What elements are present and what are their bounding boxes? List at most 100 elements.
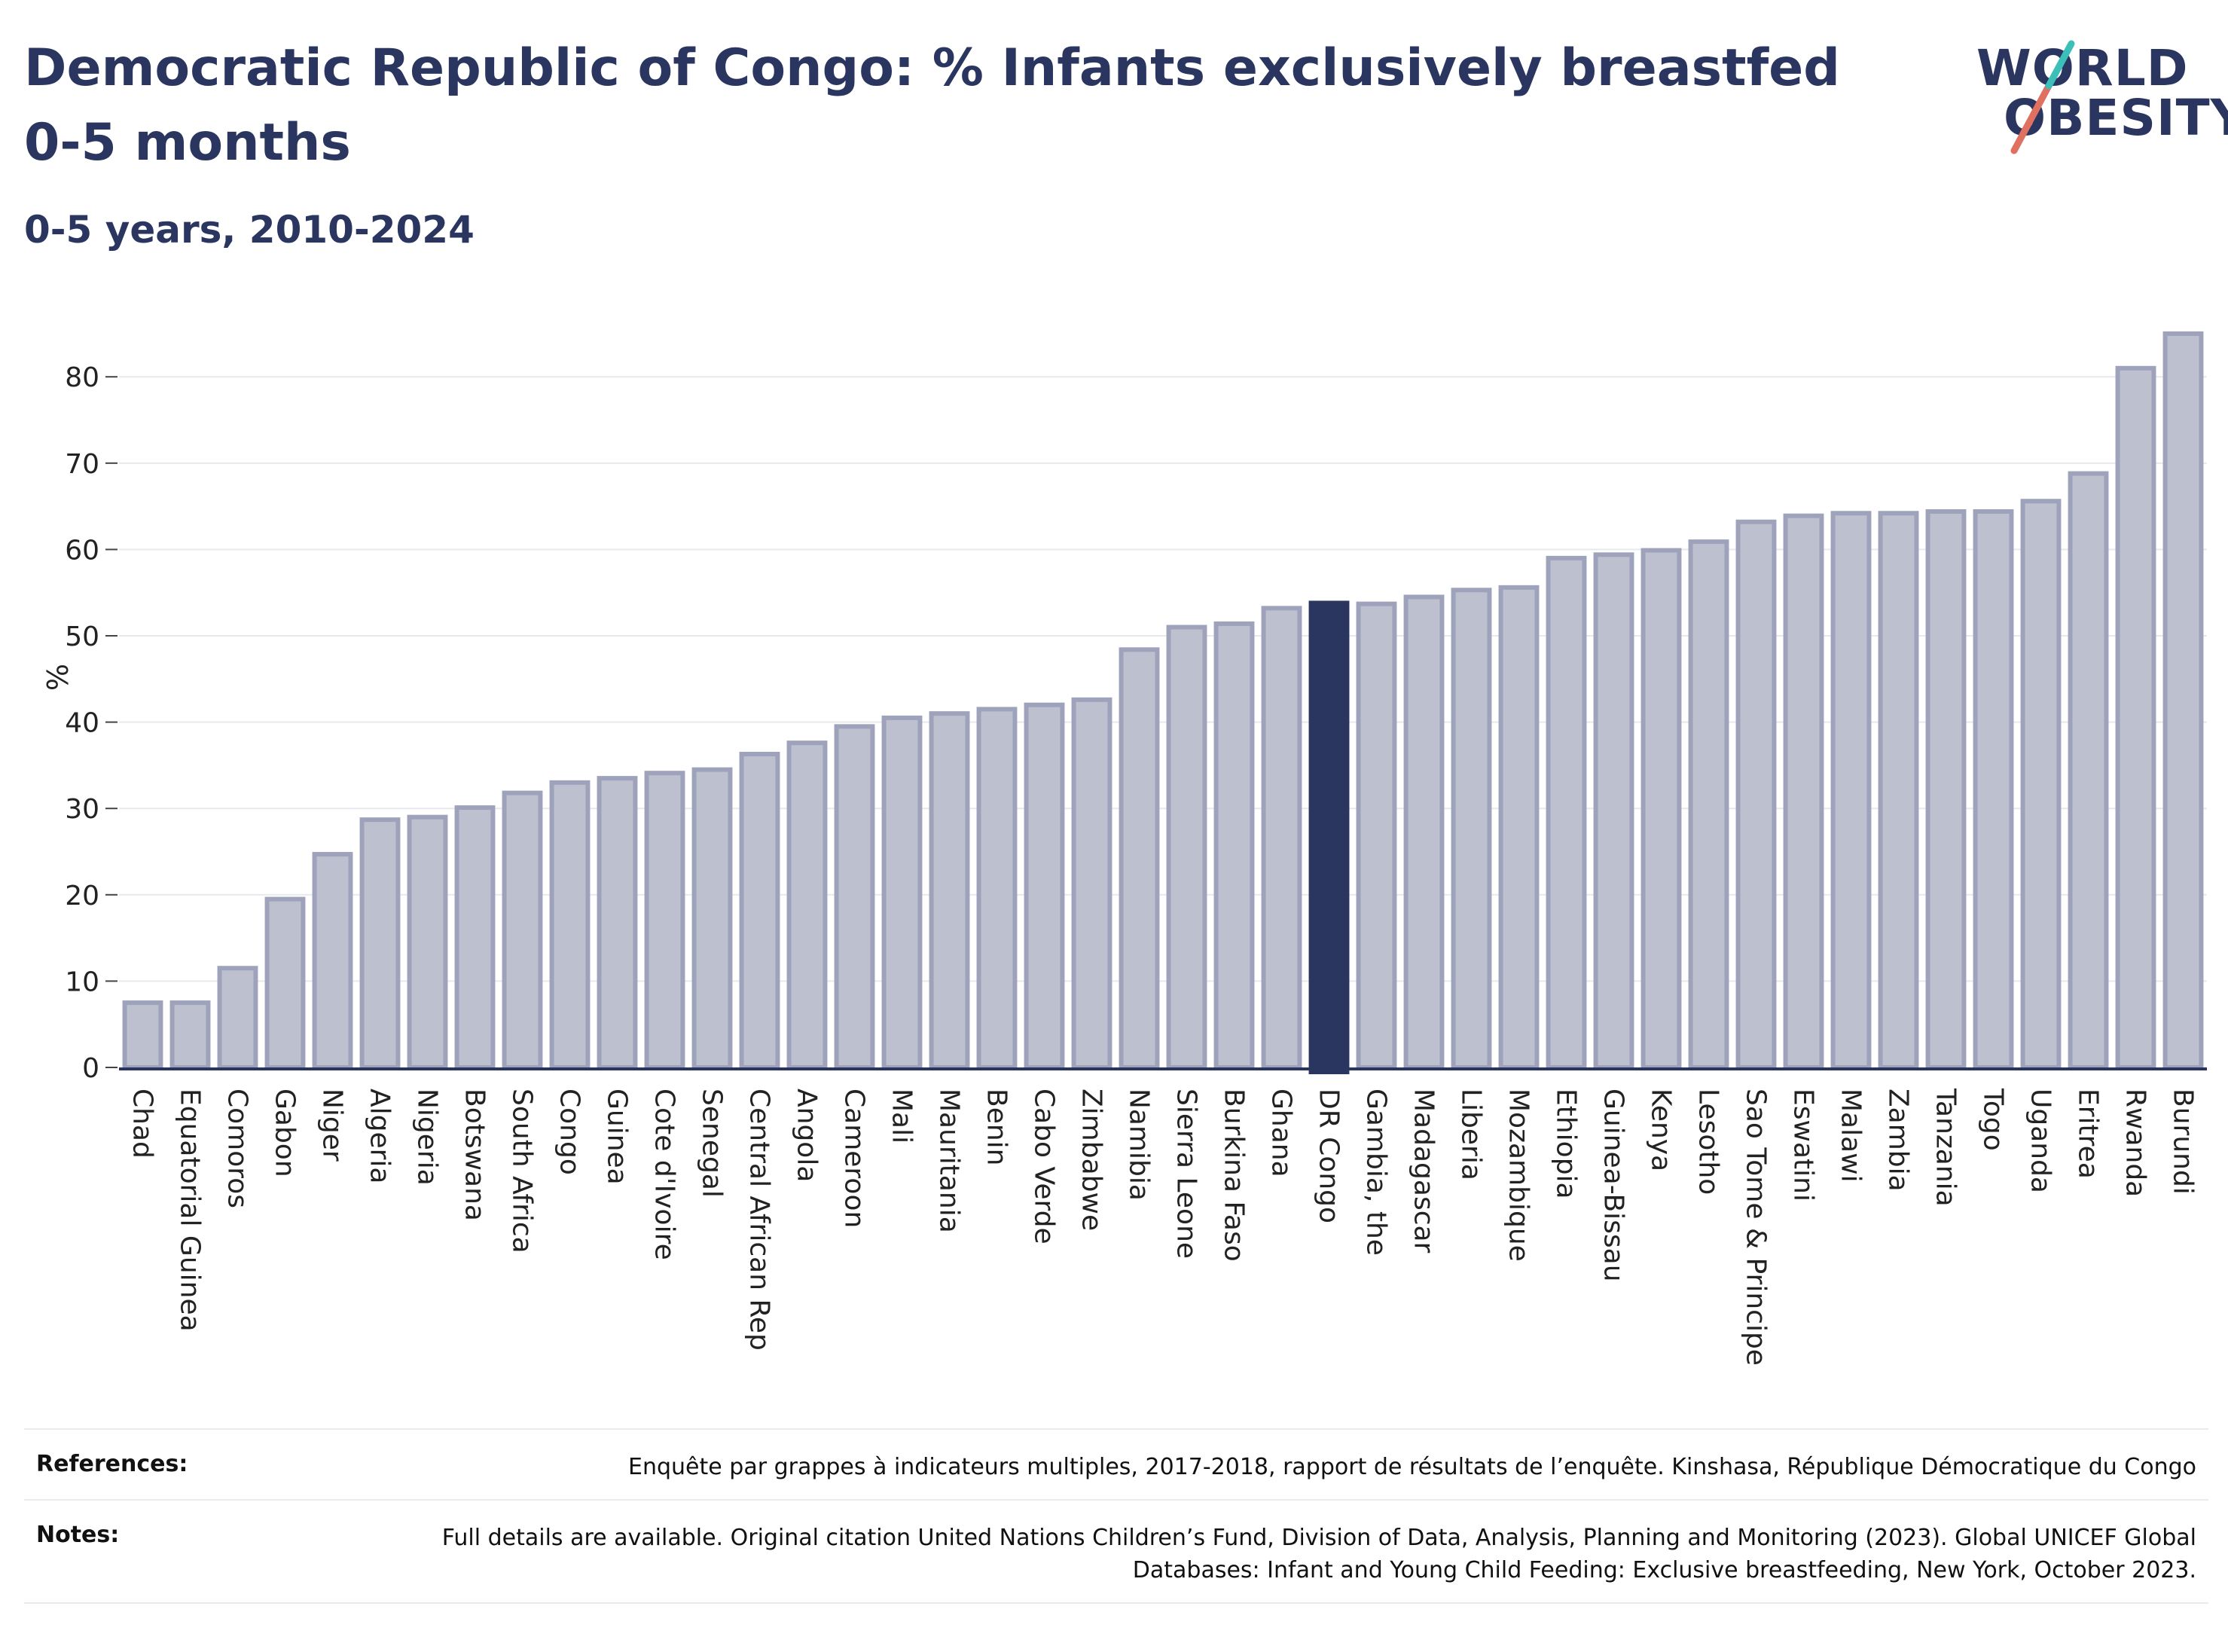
bar-niger	[312, 851, 353, 1070]
x-tick-label: Zimbabwe	[1076, 1089, 1107, 1231]
notes-text: Full details are available. Original cit…	[441, 1524, 2196, 1584]
x-tick-label: Gambia, the	[1361, 1089, 1392, 1256]
x-tick-label: Eswatini	[1788, 1089, 1819, 1202]
x-tick-label: Malawi	[1836, 1089, 1866, 1183]
bar-gambia-the	[1356, 601, 1397, 1070]
x-tick-label: Zambia	[1883, 1089, 1914, 1192]
bar-mozambique	[1498, 585, 1540, 1070]
y-tick-label: 80	[65, 362, 99, 393]
divider	[24, 1498, 2208, 1501]
x-tick-label: Guinea	[602, 1089, 633, 1185]
bar-liberia	[1451, 588, 1492, 1070]
x-tick-label: Uganda	[2025, 1089, 2056, 1193]
x-tick-label: Kenya	[1646, 1089, 1677, 1171]
bar-botswana	[454, 805, 496, 1070]
x-tick-label: Madagascar	[1409, 1089, 1439, 1254]
x-tick-label: Congo	[554, 1089, 585, 1175]
x-tick-label: Niger	[317, 1089, 348, 1162]
bar-zimbabwe	[1071, 697, 1112, 1070]
divider	[24, 1602, 2208, 1604]
x-tick-label: Equatorial Guinea	[175, 1089, 206, 1332]
bar-burundi	[2162, 331, 2204, 1070]
bar-togo	[1973, 508, 2014, 1070]
x-tick-label: Cabo Verde	[1029, 1089, 1060, 1244]
bar-algeria	[359, 817, 401, 1070]
x-tick-label: Botswana	[459, 1089, 490, 1221]
references-label: References:	[36, 1451, 188, 1477]
chart-title: Democratic Republic of Congo: % Infants …	[24, 38, 1840, 173]
x-tick-label: Cameroon	[839, 1089, 870, 1228]
x-tick-label: Algeria	[365, 1089, 395, 1184]
y-tick-label: 0	[82, 1053, 99, 1084]
x-tick-label: Togo	[1978, 1088, 2009, 1151]
bar-malawi	[1830, 511, 1872, 1070]
x-tick-label: Mali	[887, 1089, 917, 1144]
x-tick-label: Sierra Leone	[1171, 1089, 1202, 1259]
logo-line-world: WORLD	[1976, 39, 2189, 97]
bar-gabon	[264, 896, 306, 1070]
x-tick-label: Lesotho	[1693, 1089, 1724, 1195]
y-tick-label: 50	[65, 621, 99, 652]
x-tick-label: Sao Tome & Principe	[1741, 1089, 1772, 1366]
x-axis-labels: Chad Equatorial Guinea Comoros Gabon Niger Al…	[127, 1088, 2199, 1366]
world-obesity-logo: WORLD OBESITY	[1966, 23, 2228, 158]
bar-eswatini	[1783, 513, 1824, 1070]
bar-comoros	[217, 966, 258, 1070]
y-tick-label: 70	[65, 449, 99, 480]
bar-cameroon	[834, 724, 875, 1070]
bar-cabo-verde	[1024, 702, 1065, 1070]
y-tick-label: 20	[65, 881, 99, 912]
bar-uganda	[2020, 499, 2062, 1070]
x-tick-label: Nigeria	[412, 1089, 443, 1186]
x-tick-label: Ethiopia	[1551, 1089, 1582, 1199]
notes-label: Notes:	[36, 1521, 120, 1548]
x-tick-label: Guinea-Bissau	[1598, 1089, 1629, 1282]
bar-equatorial-guinea	[169, 1000, 211, 1070]
bar-lesotho	[1688, 539, 1729, 1070]
x-tick-label: Burundi	[2168, 1089, 2199, 1195]
bar-senegal	[691, 767, 733, 1070]
x-tick-label: Liberia	[1456, 1089, 1487, 1180]
y-tick-label: 60	[65, 535, 99, 566]
bar-angola	[786, 740, 828, 1070]
x-tick-label: Mozambique	[1503, 1089, 1534, 1262]
bar-benin	[976, 707, 1018, 1070]
x-tick-label: Benin	[981, 1089, 1012, 1165]
x-tick-label: Angola	[792, 1089, 823, 1182]
bar-nigeria	[407, 814, 448, 1070]
bar-tanzania	[1925, 508, 1967, 1070]
x-tick-label: South Africa	[507, 1089, 538, 1254]
logo-slash-icon	[2010, 40, 2075, 154]
bar-mauritania	[929, 711, 970, 1070]
notes-row: Notes: Full details are available. Origi…	[24, 1501, 2208, 1602]
y-axis-ticks: 0 10 20 30 40 50 60 70 80	[65, 362, 118, 1084]
x-tick-label: Gabon	[270, 1089, 301, 1177]
x-tick-label: Burkina Faso	[1219, 1089, 1250, 1262]
x-tick-label: Ghana	[1266, 1089, 1297, 1177]
bar-ethiopia	[1546, 555, 1587, 1070]
references-row: References: Enquête par grappes à indica…	[24, 1430, 2208, 1499]
bar-namibia	[1119, 647, 1160, 1070]
bar-guinea-bissau	[1593, 552, 1634, 1070]
x-tick-label: Chad	[127, 1089, 158, 1159]
bar-burkina-faso	[1213, 621, 1255, 1070]
x-tick-label: Senegal	[697, 1089, 728, 1198]
x-tick-label: Tanzania	[1930, 1088, 1961, 1207]
references-text: Enquête par grappes à indicateurs multip…	[628, 1454, 2196, 1480]
bar-chad	[122, 1000, 163, 1070]
x-tick-label: Central African Rep	[744, 1089, 775, 1351]
y-tick-label: 40	[65, 708, 99, 739]
x-tick-label: Comoros	[222, 1089, 253, 1208]
bar-guinea	[597, 776, 638, 1070]
bar-eritrea	[2068, 471, 2109, 1070]
references-notes-table: References: Enquête par grappes à indica…	[24, 1428, 2208, 1604]
x-tick-label: Namibia	[1124, 1089, 1155, 1201]
bar-madagascar	[1403, 594, 1445, 1070]
bar-dr-congo	[1308, 600, 1350, 1074]
bars	[122, 331, 2204, 1074]
bar-central-african-rep	[739, 752, 780, 1070]
chart-subtitle: 0-5 years, 2010-2024	[24, 208, 475, 252]
bar-mali	[881, 715, 923, 1070]
x-tick-label: Eritrea	[2073, 1089, 2104, 1179]
